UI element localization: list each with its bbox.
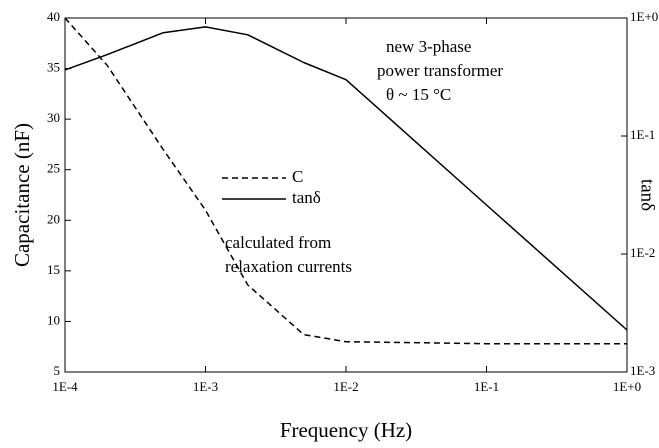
- y-tick-label: 10: [47, 312, 60, 327]
- y-tick-label: 20: [47, 211, 60, 226]
- y-tick-label: 5: [54, 363, 61, 378]
- annotation: power transformer: [377, 61, 503, 80]
- annotation: new 3-phase: [386, 37, 471, 56]
- y-tick-label: 30: [47, 110, 60, 125]
- y-axis-label: Capacitance (nF): [10, 123, 34, 267]
- x-tick-label: 1E-2: [333, 379, 358, 394]
- y-tick-label: 25: [47, 161, 60, 176]
- x-axis-label: Frequency (Hz): [280, 418, 412, 442]
- annotation: θ ~ 15 °C: [386, 85, 451, 104]
- x-tick-label: 1E-4: [52, 379, 78, 394]
- x-tick-label: 1E-1: [474, 379, 499, 394]
- plot-frame: [64, 17, 628, 373]
- y2-tick-label: 1E+0: [630, 9, 658, 24]
- legend-label: tanδ: [292, 188, 321, 207]
- y2-tick-label: 1E-3: [630, 363, 655, 378]
- y-tick-label: 40: [47, 9, 60, 24]
- y2-tick-label: 1E-1: [630, 127, 655, 142]
- y2-axis-label: tanδ: [637, 179, 658, 211]
- annotation: calculated from: [225, 233, 331, 252]
- annotation: relaxation currents: [225, 257, 352, 276]
- legend-label: C: [292, 167, 303, 186]
- y-tick-label: 15: [47, 262, 60, 277]
- y2-tick-label: 1E-2: [630, 245, 655, 260]
- y-tick-label: 35: [47, 60, 60, 75]
- x-tick-label: 1E+0: [613, 379, 641, 394]
- series-line: [64, 26, 628, 331]
- series-line: [64, 17, 627, 345]
- x-tick-label: 1E-3: [193, 379, 218, 394]
